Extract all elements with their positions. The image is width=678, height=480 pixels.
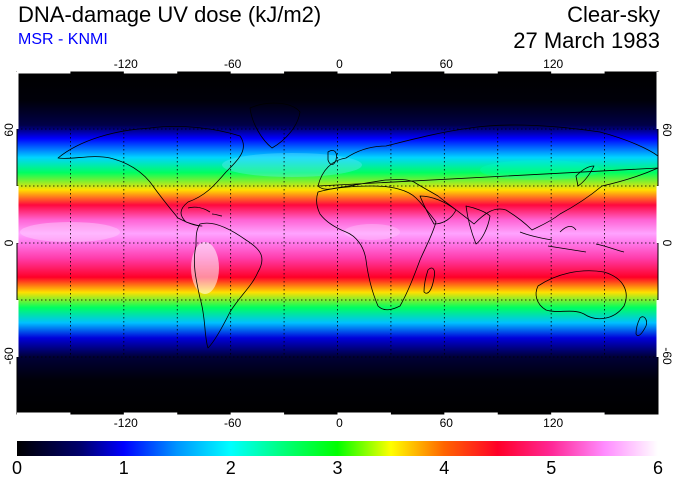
frame-tick-bar — [551, 70, 605, 74]
andes-high-dose-region — [191, 242, 219, 294]
frame-tick-bar — [230, 70, 285, 74]
right-lat-label: 0 — [660, 240, 674, 247]
top-lon-label: 0 — [336, 57, 343, 71]
africa-coast — [316, 185, 437, 311]
left-lat-label: 0 — [2, 239, 16, 246]
australia-coast — [535, 270, 627, 320]
colorbar-label: 5 — [546, 458, 556, 478]
bottom-lon-label: 60 — [440, 416, 454, 430]
frame-tick-bars — [15, 70, 660, 416]
frame-tick-bar — [15, 300, 19, 357]
frame-tick-bar — [337, 412, 391, 416]
left-lat-label: -60 — [2, 347, 16, 365]
southeast-asia-islands — [519, 226, 625, 253]
frame-tick-bar — [123, 70, 178, 74]
top-lon-label: -120 — [114, 57, 138, 71]
frame-tick-bar — [337, 70, 391, 74]
colorbar-label: 2 — [226, 458, 236, 478]
bottom-lon-labels: -120 -60 0 60 120 — [114, 416, 564, 430]
colorbar-label: 3 — [332, 458, 342, 478]
frame-tick-bar — [17, 70, 71, 74]
condition-label: Clear-sky — [567, 2, 660, 27]
bottom-lon-label: -60 — [224, 416, 242, 430]
colorbar — [17, 441, 658, 456]
frame-tick-bar — [656, 186, 660, 243]
bottom-lon-label: 120 — [543, 416, 563, 430]
map-title: DNA-damage UV dose (kJ/m2) — [18, 2, 322, 27]
colorbar-labels: 0 1 2 3 4 5 6 — [12, 458, 663, 478]
left-lat-label: 60 — [2, 123, 16, 137]
europe-asia-coast — [317, 124, 658, 231]
pacific-high-dose-region — [20, 222, 120, 242]
left-lat-labels: 60 0 -60 — [2, 123, 16, 365]
top-lon-label: -60 — [224, 57, 242, 71]
frame-tick-bar — [15, 186, 19, 243]
right-lat-label: 60 — [660, 123, 674, 137]
frame-tick-bar — [656, 300, 660, 357]
greenland-coast — [249, 102, 301, 149]
right-lat-labels: 60 0 -60 — [660, 123, 674, 365]
bottom-lon-label: 0 — [336, 416, 343, 430]
bottom-lon-label: -120 — [114, 416, 138, 430]
graticule — [17, 128, 658, 358]
frame-tick-bar — [17, 412, 71, 416]
caribbean-islands — [187, 206, 223, 217]
frame-tick-bar — [230, 412, 285, 416]
frame-tick-bar — [444, 70, 498, 74]
colorbar-label: 4 — [439, 458, 449, 478]
top-lon-labels: -120 -60 0 60 120 — [114, 57, 564, 71]
asia-cloud-band — [480, 160, 600, 180]
top-lon-label: 60 — [440, 57, 454, 71]
north-america-coast — [57, 126, 244, 227]
colorbar-label: 6 — [653, 458, 663, 478]
madagascar-coast — [423, 267, 435, 294]
south-america-coast — [193, 222, 263, 349]
coastlines — [57, 102, 658, 349]
new-zealand-coast — [635, 316, 647, 336]
top-lon-label: 120 — [543, 57, 563, 71]
arabia-coast — [419, 195, 457, 225]
right-lat-label: -60 — [660, 347, 674, 365]
british-isles-coast — [327, 150, 337, 165]
atlantic-cloud-band — [222, 153, 362, 177]
colorbar-label: 0 — [12, 458, 22, 478]
india-coast — [465, 205, 491, 245]
source-label: MSR - KNMI — [18, 31, 108, 48]
frame-tick-bar — [551, 412, 605, 416]
africa-high-dose-region — [344, 224, 400, 240]
frame-tick-bar — [656, 72, 660, 129]
frame-tick-bar — [123, 412, 178, 416]
colorbar-label: 1 — [119, 458, 129, 478]
japan-coast — [575, 165, 595, 187]
frame-tick-bar — [444, 412, 498, 416]
frame-tick-bar — [15, 72, 19, 129]
date-label: 27 March 1983 — [513, 28, 660, 53]
